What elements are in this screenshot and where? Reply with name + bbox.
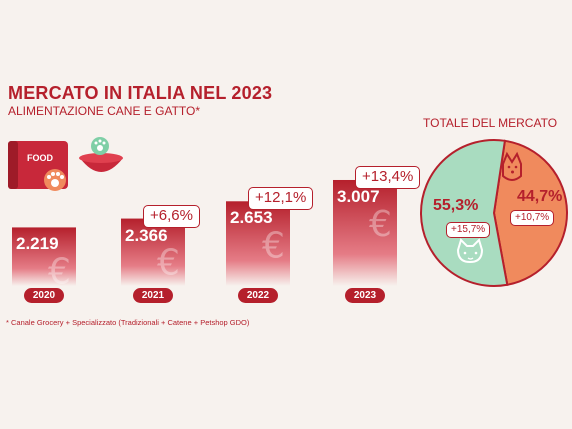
dog-icon: [502, 151, 522, 181]
year-label: 2022: [238, 288, 278, 303]
growth-badge: +12,1%: [248, 187, 314, 211]
growth-badge: +13,4%: [355, 165, 421, 189]
bar-value-label: 3.007: [337, 186, 380, 206]
year-label: 2023: [345, 288, 385, 303]
cat-icon: [456, 238, 484, 264]
bar-2021: [121, 218, 185, 286]
pet-bowl-icon: [79, 137, 123, 172]
pie-growth-dog: +10,7%: [510, 210, 555, 226]
pie-value-dog: 44,7%: [517, 188, 563, 205]
pie-slice-cat: [420, 139, 509, 287]
pie-growth-cat: +15,7%: [446, 222, 491, 238]
bar-value-label: 2.653: [230, 208, 273, 228]
year-label: 2020: [24, 288, 64, 303]
pie-title: TOTALE DEL MERCATO: [423, 116, 558, 130]
paw-icon: [44, 169, 66, 191]
bar-2022: [226, 201, 290, 286]
page-title: MERCATO IN ITALIA NEL 2023: [8, 83, 273, 103]
euro-icon: €: [157, 243, 180, 284]
food-label: FOOD: [27, 153, 53, 163]
bar-2023: [333, 179, 397, 286]
bar-value-label: 2.366: [125, 225, 168, 245]
pie-value-cat: 55,3%: [433, 197, 479, 214]
year-label: 2021: [133, 288, 173, 303]
euro-icon: €: [262, 225, 285, 266]
euro-icon: €: [48, 251, 71, 292]
growth-badge: +6,6%: [143, 204, 200, 228]
footnote: * Canale Grocery + Specializzato (Tradiz…: [6, 318, 250, 327]
euro-icon: €: [369, 204, 392, 245]
bar-2020: [12, 227, 76, 286]
bar-value-label: 2.219: [16, 234, 59, 254]
page-subtitle: ALIMENTAZIONE CANE E GATTO*: [8, 104, 201, 118]
